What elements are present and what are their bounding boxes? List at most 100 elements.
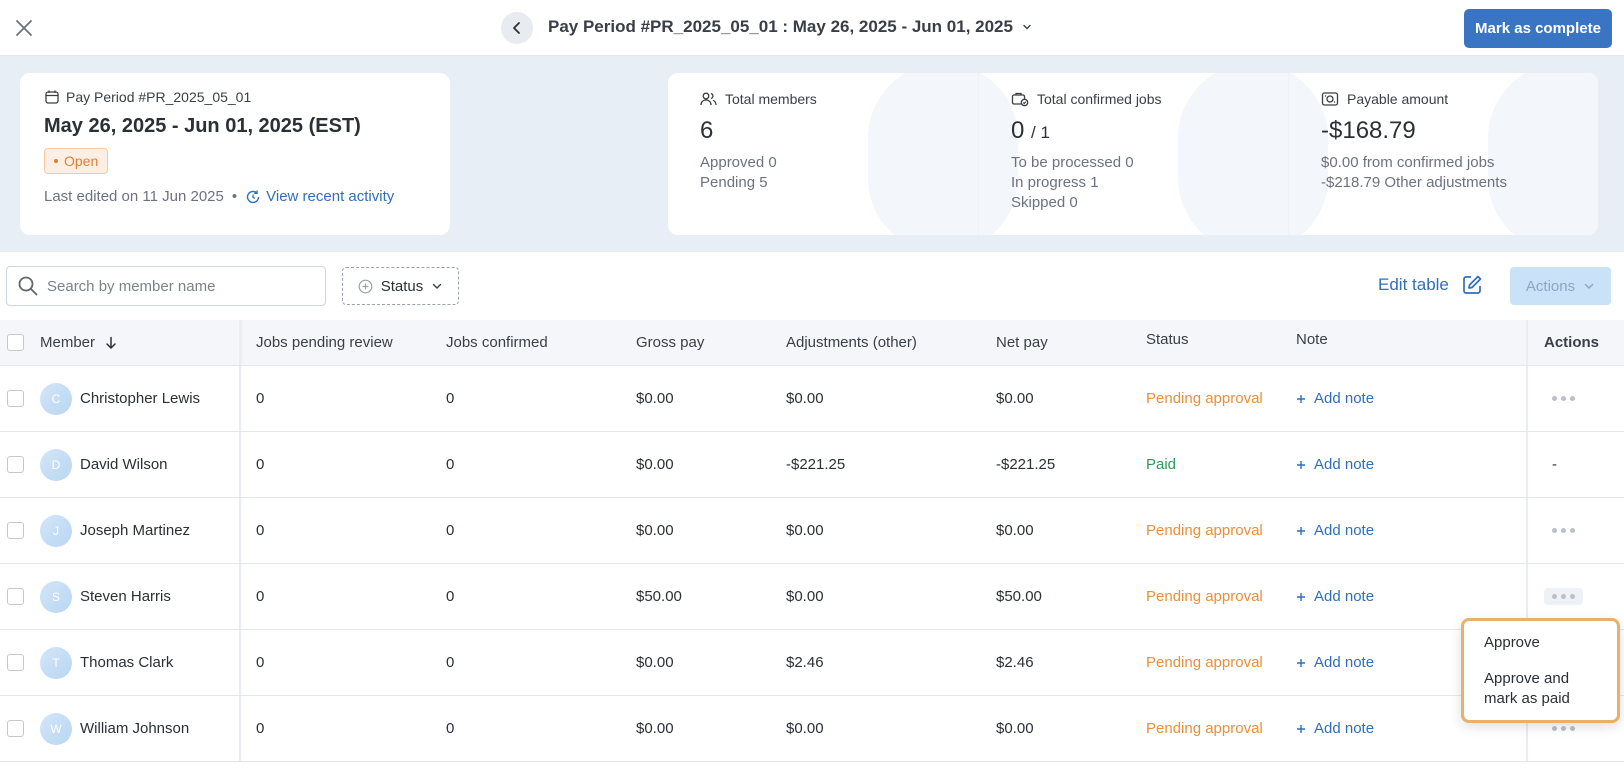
avatar: T [40,646,72,679]
plus-icon [1297,394,1305,403]
column-net-pay: Net pay [996,334,1048,351]
table-row[interactable]: J Joseph Martinez 0 0 $0.00 $0.00 $0.00 … [0,498,1624,564]
row-checkbox[interactable] [7,390,24,407]
status-badge-label: Open [64,153,99,169]
edit-table-label: Edit table [1378,275,1449,294]
dot-icon [1552,396,1557,401]
gross-pay-value: $0.00 [636,720,674,737]
confirmed-jobs-label: Total confirmed jobs [1037,91,1162,107]
member-cell: C Christopher Lewis [40,366,200,431]
close-icon[interactable] [12,16,36,40]
net-pay-value: $50.00 [996,588,1042,605]
jobs-pending-value: 0 [256,456,265,473]
status-value: Pending approval [1146,720,1263,737]
jobs-pending-value: 0 [256,654,265,671]
member-name: Christopher Lewis [80,390,201,407]
table-row[interactable]: C Christopher Lewis 0 0 $0.00 $0.00 $0.0… [0,366,1624,432]
table-row[interactable]: W William Johnson 0 0 $0.00 $0.00 $0.00 … [0,696,1624,762]
confirmed-jobs-value: 0 / 1 [1011,117,1256,145]
add-note-link[interactable]: Add note [1296,432,1374,497]
jobs-pending-value: 0 [256,588,265,605]
stat-payable-amount: Payable amount -$168.79 $0.00 from confi… [1288,73,1598,235]
dot-icon [1570,726,1575,731]
gross-pay-value: $0.00 [636,654,674,671]
table-row[interactable]: D David Wilson 0 0 $0.00 -$221.25 -$221.… [0,432,1624,498]
table-row[interactable]: S Steven Harris 0 0 $50.00 $0.00 $50.00 … [0,564,1624,630]
row-checkbox[interactable] [7,654,24,671]
previous-period-button[interactable] [501,12,533,44]
skipped-count: Skipped 0 [1011,194,1078,211]
add-note-link[interactable]: Add note [1296,630,1374,695]
jobs-pending-value: 0 [256,720,265,737]
member-cell: T Thomas Clark [40,630,173,695]
view-recent-activity-link[interactable]: View recent activity [245,188,394,205]
users-icon [700,92,717,106]
bulk-actions-button[interactable]: Actions [1510,267,1611,305]
mark-complete-button[interactable]: Mark as complete [1464,9,1612,48]
row-actions-menu: Approve Approve and mark as paid [1461,618,1620,723]
status-dot [54,159,58,163]
dot-icon [1552,594,1557,599]
row-checkbox[interactable] [7,588,24,605]
period-selector[interactable]: Pay Period #PR_2025_05_01 : May 26, 2025… [548,17,1033,37]
jobs-confirmed-value: 0 [446,390,455,407]
column-member[interactable]: Member [40,320,117,365]
dot-icon [1561,396,1566,401]
member-name: Steven Harris [80,588,171,605]
dot-icon [1570,528,1575,533]
dot-icon [1561,594,1566,599]
row-checkbox[interactable] [7,522,24,539]
more-actions-button[interactable] [1544,588,1583,605]
more-actions-button[interactable] [1544,720,1583,737]
adjustments-value: $0.00 [786,720,824,737]
gross-pay-value: $0.00 [636,522,674,539]
add-note-link[interactable]: Add note [1296,366,1374,431]
select-all-checkbox[interactable] [7,334,24,351]
approved-count: Approved 0 [700,154,777,171]
approve-menu-item[interactable]: Approve [1484,634,1540,651]
plus-circle-icon [358,279,373,293]
more-actions-button[interactable] [1544,522,1583,539]
add-note-label: Add note [1314,654,1375,671]
jobs-confirmed-value: 0 [446,654,455,671]
column-status: Status [1146,331,1189,348]
from-confirmed-jobs: $0.00 from confirmed jobs [1321,154,1495,171]
adjustments-value: -$221.25 [786,456,846,473]
period-range: May 26, 2025 - Jun 01, 2025 (EST) [44,115,361,137]
add-note-link[interactable]: Add note [1296,696,1374,761]
total-members-label: Total members [725,91,817,107]
add-note-label: Add note [1314,720,1375,737]
edit-table-button[interactable]: Edit table [1378,274,1483,296]
bulk-actions-label: Actions [1525,277,1576,295]
status-value: Pending approval [1146,588,1263,605]
column-jobs-confirmed: Jobs confirmed [446,334,548,351]
member-name: William Johnson [80,720,190,737]
chevron-left-icon [513,22,520,34]
jobs-confirmed-value: 0 [446,588,455,605]
column-member-label: Member [40,334,96,351]
payable-amount-label: Payable amount [1347,91,1449,107]
plus-icon [1297,526,1305,535]
add-note-link[interactable]: Add note [1296,498,1374,563]
confirmed-jobs-total: / 1 [1031,123,1050,142]
confirmed-jobs-count: 0 [1011,117,1025,144]
edit-icon [1463,275,1482,294]
status-value: Pending approval [1146,522,1263,539]
net-pay-value: $2.46 [996,654,1034,671]
net-pay-value: $0.00 [996,720,1034,737]
add-note-label: Add note [1314,456,1375,473]
net-pay-value: $0.00 [996,522,1034,539]
separator: • [231,188,238,205]
gross-pay-value: $0.00 [636,456,674,473]
add-note-link[interactable]: Add note [1296,564,1374,629]
gross-pay-value: $0.00 [636,390,674,407]
search-input[interactable] [47,277,307,295]
row-checkbox[interactable] [7,720,24,737]
approve-and-mark-paid-menu-item[interactable]: Approve and mark as paid [1484,670,1570,707]
status-filter-button[interactable]: Status [342,267,459,305]
more-actions-button[interactable] [1544,390,1583,407]
status-value: Pending approval [1146,390,1263,407]
table-row[interactable]: T Thomas Clark 0 0 $0.00 $2.46 $2.46 Pen… [0,630,1624,696]
row-checkbox[interactable] [7,456,24,473]
pending-count: Pending 5 [700,174,768,191]
